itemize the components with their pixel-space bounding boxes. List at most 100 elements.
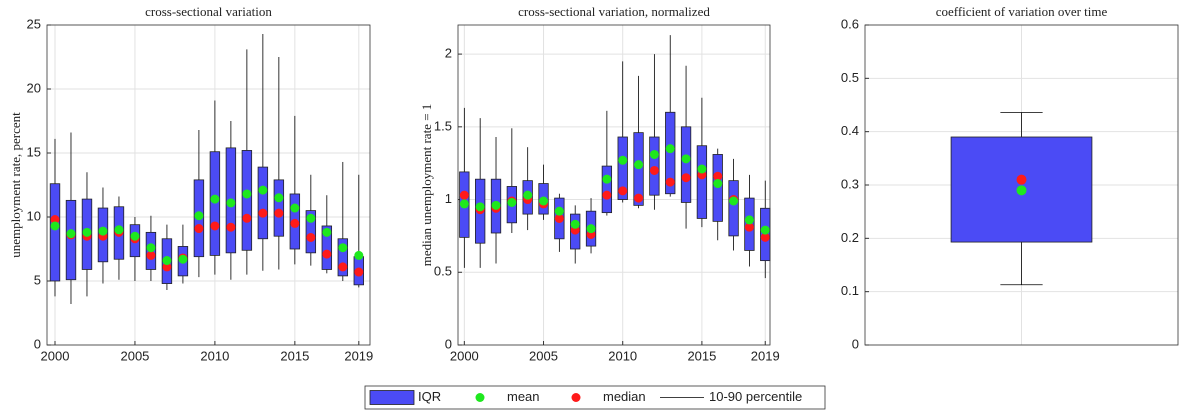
mean-dot xyxy=(258,185,268,195)
mean-dot xyxy=(697,164,707,174)
x-tick-label: 2010 xyxy=(608,348,637,363)
chart-title: cross-sectional variation, normalized xyxy=(518,4,710,19)
y-axis-label: unemployment rate, percent xyxy=(8,112,23,258)
x-tick-label: 2005 xyxy=(120,348,149,363)
median-dot xyxy=(162,262,172,272)
y-tick-label: 0.6 xyxy=(841,16,859,31)
mean-dot xyxy=(306,213,316,223)
axes-frame xyxy=(864,24,1179,346)
median-dot xyxy=(744,222,754,232)
median-dot xyxy=(459,190,469,200)
mean-dot xyxy=(146,243,156,253)
median-dot xyxy=(210,221,220,231)
median-dot xyxy=(242,213,252,223)
y-tick-label: 2 xyxy=(445,46,452,61)
y-tick-label: 5 xyxy=(34,272,41,287)
mean-dot xyxy=(130,231,140,241)
y-tick-label: 10 xyxy=(27,208,41,223)
mean-dot xyxy=(507,197,517,207)
y-tick-label: 25 xyxy=(27,16,41,31)
mean-dot xyxy=(338,243,348,253)
median-dot xyxy=(258,208,268,218)
iqr-box xyxy=(273,179,285,237)
y-tick-label: 0 xyxy=(852,336,859,351)
median-dot xyxy=(322,249,332,259)
iqr-box xyxy=(305,210,317,254)
mean-dot xyxy=(649,149,659,159)
mean-dot xyxy=(665,144,675,154)
x-tick-label: 2019 xyxy=(751,348,780,363)
x-tick-label: 2000 xyxy=(450,348,479,363)
mean-dot xyxy=(459,199,469,209)
iqr-box xyxy=(337,238,349,277)
plot-area xyxy=(458,25,770,345)
mean-dot xyxy=(729,196,739,206)
axes-frame xyxy=(457,24,771,346)
y-axis-label: median unemployment rate = 1 xyxy=(419,104,434,267)
legend-label: mean xyxy=(507,389,540,404)
y-tick-label: 0.5 xyxy=(841,70,859,85)
median-dot xyxy=(665,177,675,187)
median-dot xyxy=(50,215,60,225)
y-tick-label: 20 xyxy=(27,80,41,95)
legend-label: IQR xyxy=(418,389,441,404)
iqr-box xyxy=(241,150,253,251)
median-dot xyxy=(290,218,300,228)
mean-dot xyxy=(226,198,236,208)
mean-dot xyxy=(162,256,172,266)
legend-swatch xyxy=(475,393,485,402)
mean-dot xyxy=(290,203,300,213)
legend-swatch xyxy=(571,393,581,402)
y-tick-label: 15 xyxy=(27,144,41,159)
iqr-box xyxy=(321,225,333,270)
mean-dot xyxy=(681,154,691,164)
median-dot xyxy=(618,186,628,196)
y-tick-label: 0.3 xyxy=(841,176,859,191)
median-dot xyxy=(226,222,236,232)
mean-dot xyxy=(634,160,644,170)
legend-box xyxy=(364,385,826,410)
iqr-box xyxy=(617,136,628,200)
iqr-box xyxy=(728,180,739,237)
median-dot xyxy=(554,213,564,223)
mean-dot xyxy=(491,200,501,210)
median-dot xyxy=(602,190,612,200)
mean-dot xyxy=(274,193,284,203)
median-dot xyxy=(634,193,644,203)
median-dot xyxy=(194,224,204,234)
x-tick-label: 2000 xyxy=(41,348,70,363)
legend-swatch xyxy=(369,390,415,405)
iqr-box xyxy=(680,126,692,203)
iqr-box xyxy=(696,145,708,219)
mean-dot xyxy=(322,227,332,237)
median-dot xyxy=(306,232,316,242)
median-dot xyxy=(274,208,284,218)
mean-dot xyxy=(1016,185,1027,196)
x-tick-label: 2015 xyxy=(687,348,716,363)
axes-frame xyxy=(46,24,371,346)
mean-dot xyxy=(602,174,612,184)
y-tick-label: 0.2 xyxy=(841,230,859,245)
x-tick-label: 2005 xyxy=(529,348,558,363)
mean-dot xyxy=(713,179,723,189)
y-tick-label: 0.1 xyxy=(841,283,859,298)
plot-area xyxy=(47,25,370,345)
mean-dot xyxy=(210,194,220,204)
y-tick-label: 0 xyxy=(34,336,41,351)
mean-dot xyxy=(618,155,628,165)
median-dot xyxy=(338,262,348,272)
y-tick-label: 0 xyxy=(445,336,452,351)
median-dot xyxy=(1016,174,1027,185)
mean-dot xyxy=(354,250,364,260)
x-tick-label: 2010 xyxy=(200,348,229,363)
median-dot xyxy=(354,267,364,277)
iqr-box xyxy=(257,166,269,240)
mean-dot xyxy=(194,211,204,221)
mean-dot xyxy=(586,224,596,234)
mean-dot xyxy=(66,229,76,239)
iqr-box xyxy=(49,183,61,282)
chart-title: cross-sectional variation xyxy=(145,4,272,19)
median-dot xyxy=(146,250,156,260)
mean-dot xyxy=(82,227,92,237)
